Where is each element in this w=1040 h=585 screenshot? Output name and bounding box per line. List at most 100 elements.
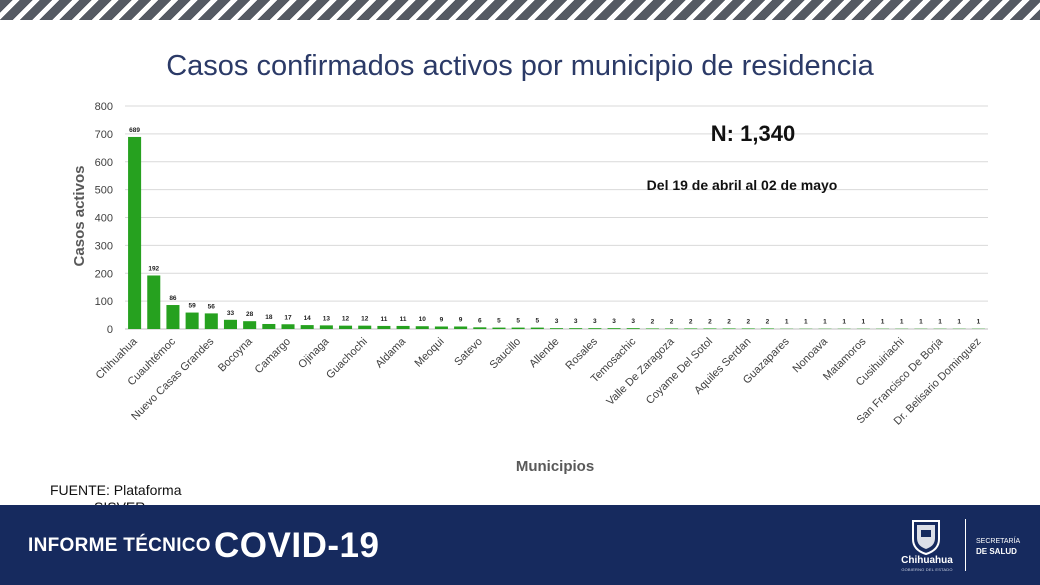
- bar-value-label: 1: [842, 319, 846, 326]
- bar: [185, 312, 199, 329]
- bar-value-label: 9: [440, 316, 444, 323]
- bar: [569, 328, 583, 329]
- x-tick-label: Coyame Del Sotol: [644, 336, 715, 407]
- bar: [415, 326, 429, 329]
- bar: [281, 324, 295, 329]
- bar-value-label: 13: [323, 315, 331, 322]
- bar: [684, 328, 698, 329]
- bar-value-label: 689: [129, 127, 140, 134]
- bar-value-label: 1: [881, 319, 885, 326]
- bar-value-label: 1: [977, 319, 981, 326]
- bar: [396, 325, 410, 329]
- bar: [262, 323, 276, 329]
- bar-value-label: 5: [497, 318, 501, 325]
- crest-icon: [912, 520, 940, 555]
- bar: [703, 328, 717, 329]
- x-tick-label: Aldama: [373, 335, 408, 370]
- bar-value-label: 1: [862, 319, 866, 326]
- bar: [300, 325, 314, 329]
- bar-value-label: 9: [459, 316, 463, 323]
- bar-value-label: 192: [148, 265, 159, 272]
- logo-subtext: GOBIERNO DEL ESTADO: [901, 567, 953, 572]
- bar-value-label: 1: [957, 319, 961, 326]
- x-tick-label: Bocoyna: [216, 335, 255, 374]
- bar: [760, 328, 774, 329]
- n-total-label: N: 1,340: [711, 121, 795, 146]
- bar-value-label: 1: [938, 319, 942, 326]
- bar: [454, 326, 468, 329]
- y-tick-label: 0: [107, 324, 113, 336]
- bar-value-label: 3: [555, 318, 559, 325]
- y-tick-label: 200: [95, 268, 113, 280]
- bar-value-label: 12: [342, 316, 350, 323]
- bar-value-label: 1: [823, 319, 827, 326]
- footer-title: COVID-19: [214, 526, 380, 565]
- department-line1: SECRETARÍA: [976, 538, 1021, 545]
- x-tick-label: Ojinaga: [296, 335, 332, 371]
- bar: [204, 313, 218, 329]
- bar: [607, 328, 621, 329]
- bar: [339, 325, 353, 329]
- bar: [128, 136, 142, 329]
- x-tick-label: Guachochi: [324, 336, 370, 382]
- bar-value-label: 28: [246, 311, 254, 318]
- bar-value-label: 59: [189, 303, 197, 310]
- page-title: Casos confirmados activos por municipio …: [166, 50, 874, 82]
- bar-value-label: 2: [708, 318, 712, 325]
- bar: [530, 327, 544, 329]
- footer-banner: INFORME TÉCNICO COVID-19 Chihuahua GOBIE…: [0, 505, 1040, 585]
- x-tick-label: Camargo: [253, 336, 293, 376]
- bar-value-label: 2: [670, 318, 674, 325]
- bar-value-label: 1: [804, 319, 808, 326]
- y-axis-label: Casos activos: [71, 166, 88, 267]
- x-tick-label: Rosales: [563, 335, 600, 372]
- logo-text: Chihuahua: [901, 555, 953, 566]
- logo-divider: [965, 519, 966, 571]
- bar-value-label: 6: [478, 317, 482, 324]
- bar: [166, 305, 180, 329]
- x-tick-label: Nonoava: [790, 335, 830, 375]
- bar: [645, 328, 659, 329]
- bar-value-label: 14: [304, 315, 312, 322]
- source-line1: FUENTE: Plataforma: [50, 482, 182, 498]
- bar: [434, 326, 448, 329]
- bar: [319, 325, 333, 329]
- bar-value-label: 12: [361, 316, 369, 323]
- footer-label: INFORME TÉCNICO: [28, 535, 211, 556]
- bar-value-label: 2: [727, 318, 731, 325]
- bar-value-label: 1: [785, 319, 789, 326]
- bar: [511, 327, 525, 329]
- x-tick-label: Valle De Zaragoza: [604, 335, 677, 408]
- bar-value-label: 56: [208, 303, 216, 310]
- bar: [722, 328, 736, 329]
- bar-value-label: 2: [766, 318, 770, 325]
- y-tick-label: 300: [95, 240, 113, 252]
- x-tick-label: Meoqui: [413, 336, 447, 370]
- x-tick-label: Satevo: [452, 336, 485, 369]
- bar: [147, 275, 161, 329]
- bar: [223, 319, 237, 329]
- bar-value-label: 86: [169, 295, 177, 302]
- bar: [741, 328, 755, 329]
- y-tick-label: 100: [95, 296, 113, 308]
- y-tick-label: 600: [95, 157, 113, 169]
- bar-value-label: 1: [900, 319, 904, 326]
- bar-value-label: 3: [631, 318, 635, 325]
- bar: [588, 328, 602, 329]
- bar-value-label: 33: [227, 310, 235, 317]
- bar-value-label: 3: [612, 318, 616, 325]
- bar-value-label: 3: [574, 318, 578, 325]
- bar: [665, 328, 679, 329]
- bar: [492, 327, 506, 329]
- bar-value-label: 5: [536, 318, 540, 325]
- y-tick-label: 800: [95, 101, 113, 113]
- y-tick-label: 700: [95, 129, 113, 141]
- department-line2: DE SALUD: [976, 547, 1017, 556]
- top-stripe-decoration: [0, 0, 1040, 20]
- bar: [243, 321, 257, 329]
- x-axis-label: Municipios: [516, 458, 594, 475]
- bar-value-label: 11: [400, 316, 407, 323]
- bar: [358, 325, 372, 329]
- bar-value-label: 2: [689, 318, 693, 325]
